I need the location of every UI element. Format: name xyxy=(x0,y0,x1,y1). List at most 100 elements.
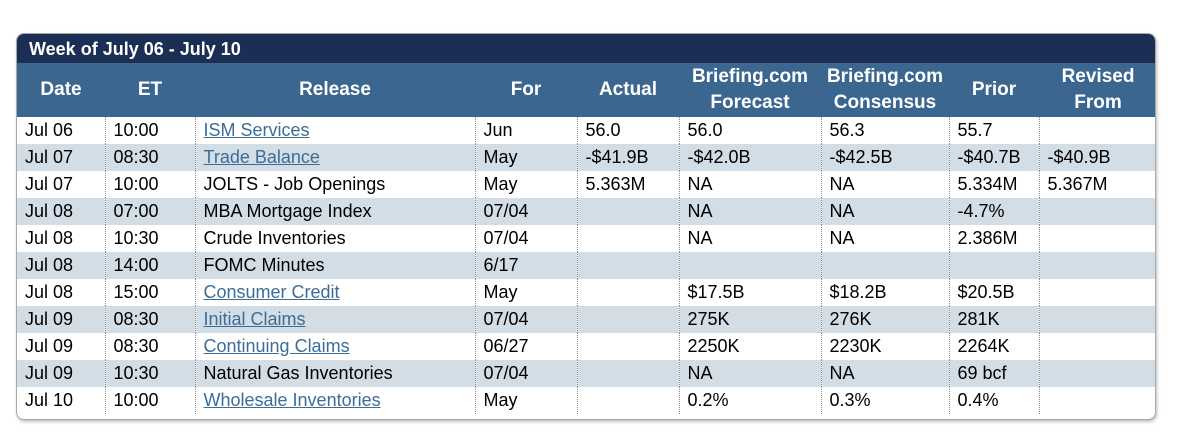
cell-forecast: $17.5B xyxy=(678,279,821,306)
cell-revised xyxy=(1038,198,1155,225)
cell-actual: -$41.9B xyxy=(576,144,679,171)
cell-date: Jul 09 xyxy=(17,333,105,360)
cell-revised: -$40.9B xyxy=(1038,144,1155,171)
cell-prior: 5.334M xyxy=(948,171,1039,198)
cell-consensus: NA xyxy=(820,225,949,252)
cell-forecast: 275K xyxy=(678,306,821,333)
cell-consensus: NA xyxy=(820,171,949,198)
cell-actual xyxy=(576,360,679,387)
cell-prior xyxy=(948,252,1039,279)
cell-prior: -4.7% xyxy=(948,198,1039,225)
cell-release: Wholesale Inventories xyxy=(194,387,475,414)
col-forecast: Briefing.com Forecast xyxy=(679,63,821,117)
cell-prior: -$40.7B xyxy=(948,144,1039,171)
release-link[interactable]: ISM Services xyxy=(203,120,310,140)
cell-prior: 0.4% xyxy=(948,387,1039,414)
table-row: Jul 09 08:30 Continuing Claims 06/27 2250K 22… xyxy=(17,333,1155,360)
col-revised: Revised From xyxy=(1039,63,1155,117)
calendar-table: Date ET Release For Actual Briefing.com … xyxy=(17,63,1155,414)
cell-actual xyxy=(576,279,679,306)
cell-date: Jul 07 xyxy=(17,144,105,171)
cell-et: 08:30 xyxy=(104,144,195,171)
col-prior: Prior xyxy=(949,63,1039,117)
cell-for: 07/04 xyxy=(474,306,577,333)
table-row: Jul 08 10:30 Crude Inventories 07/04 NA NA 2.3… xyxy=(17,225,1155,252)
cell-et: 08:30 xyxy=(104,306,195,333)
cell-for: 07/04 xyxy=(474,360,577,387)
col-release: Release xyxy=(195,63,475,117)
cell-forecast: NA xyxy=(678,225,821,252)
cell-for: 07/04 xyxy=(474,225,577,252)
cell-consensus: 0.3% xyxy=(820,387,949,414)
cell-actual xyxy=(576,252,679,279)
cell-release: Crude Inventories xyxy=(194,225,475,252)
col-forecast-line2: Forecast xyxy=(710,92,790,113)
cell-date: Jul 08 xyxy=(17,225,105,252)
cell-prior: 2.386M xyxy=(948,225,1039,252)
table-row: Jul 06 10:00 ISM Services Jun 56.0 56.0 56.3 55… xyxy=(17,117,1155,144)
table-row: Jul 09 08:30 Initial Claims 07/04 275K 276K 28… xyxy=(17,306,1155,333)
cell-prior: 2264K xyxy=(948,333,1039,360)
cell-forecast: NA xyxy=(678,171,821,198)
cell-release: JOLTS - Job Openings xyxy=(194,171,475,198)
cell-release: ISM Services xyxy=(194,117,475,144)
col-forecast-line1: Briefing.com xyxy=(691,66,809,87)
cell-et: 10:30 xyxy=(104,225,195,252)
cell-actual xyxy=(576,333,679,360)
cell-actual xyxy=(576,225,679,252)
week-title: Week of July 06 - July 10 xyxy=(17,34,1155,63)
cell-forecast xyxy=(678,252,821,279)
cell-consensus: NA xyxy=(820,198,949,225)
table-row: Jul 08 15:00 Consumer Credit May $17.5B $18.2… xyxy=(17,279,1155,306)
cell-forecast: NA xyxy=(678,360,821,387)
cell-et: 15:00 xyxy=(104,279,195,306)
table-row: Jul 09 10:30 Natural Gas Inventories 07/04 N… xyxy=(17,360,1155,387)
release-link[interactable]: Continuing Claims xyxy=(203,336,350,356)
cell-release: FOMC Minutes xyxy=(194,252,475,279)
col-actual: Actual xyxy=(577,63,679,117)
table-row: Jul 07 10:00 JOLTS - Job Openings May 5.363M… xyxy=(17,171,1155,198)
cell-for: 07/04 xyxy=(474,198,577,225)
release-link[interactable]: Initial Claims xyxy=(203,309,306,329)
col-consensus-line2: Consensus xyxy=(833,92,937,113)
cell-consensus: -$42.5B xyxy=(820,144,949,171)
cell-prior: 69 bcf xyxy=(948,360,1039,387)
cell-et: 14:00 xyxy=(104,252,195,279)
cell-actual xyxy=(576,387,679,414)
table-row: Jul 08 14:00 FOMC Minutes 6/17 xyxy=(17,252,1155,279)
cell-release: Consumer Credit xyxy=(194,279,475,306)
cell-for: May xyxy=(474,144,577,171)
cell-revised xyxy=(1038,117,1155,144)
cell-et: 08:30 xyxy=(104,333,195,360)
cell-revised xyxy=(1038,252,1155,279)
cell-date: Jul 09 xyxy=(17,360,105,387)
header-row: Date ET Release For Actual Briefing.com … xyxy=(17,63,1155,117)
release-link[interactable]: Wholesale Inventories xyxy=(203,390,381,410)
cell-et: 07:00 xyxy=(104,198,195,225)
economic-calendar: Week of July 06 - July 10 Date ET Releas… xyxy=(16,33,1156,420)
cell-prior: 281K xyxy=(948,306,1039,333)
col-revised-line1: Revised xyxy=(1061,66,1135,87)
cell-release: Natural Gas Inventories xyxy=(194,360,475,387)
table-row: Jul 08 07:00 MBA Mortgage Index 07/04 NA NA -4… xyxy=(17,198,1155,225)
cell-date: Jul 07 xyxy=(17,171,105,198)
cell-release: Trade Balance xyxy=(194,144,475,171)
cell-date: Jul 08 xyxy=(17,198,105,225)
cell-for: May xyxy=(474,387,577,414)
release-link[interactable]: Trade Balance xyxy=(203,147,320,167)
cell-revised xyxy=(1038,225,1155,252)
col-date: Date xyxy=(17,63,105,117)
cell-consensus: $18.2B xyxy=(820,279,949,306)
cell-prior: $20.5B xyxy=(948,279,1039,306)
cell-for: Jun xyxy=(474,117,577,144)
col-consensus: Briefing.com Consensus xyxy=(821,63,949,117)
cell-actual xyxy=(576,198,679,225)
cell-date: Jul 09 xyxy=(17,306,105,333)
table-row: Jul 10 10:00 Wholesale Inventories May 0.2% 0… xyxy=(17,387,1155,414)
cell-date: Jul 06 xyxy=(17,117,105,144)
col-revised-line2: From xyxy=(1074,92,1122,113)
cell-forecast: -$42.0B xyxy=(678,144,821,171)
cell-revised: 5.367M xyxy=(1038,171,1155,198)
release-link[interactable]: Consumer Credit xyxy=(203,282,340,302)
cell-date: Jul 08 xyxy=(17,252,105,279)
